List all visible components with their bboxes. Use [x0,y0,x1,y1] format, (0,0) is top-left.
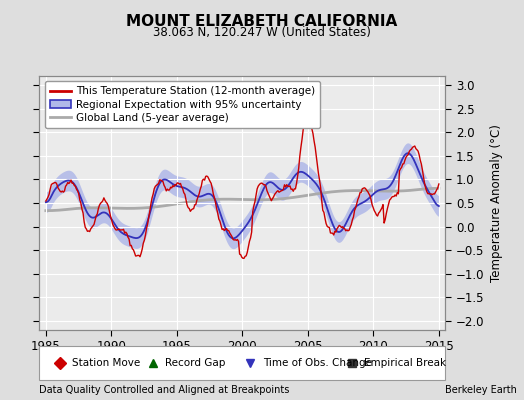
Text: MOUNT ELIZABETH CALIFORNIA: MOUNT ELIZABETH CALIFORNIA [126,14,398,29]
Text: Record Gap: Record Gap [165,358,225,368]
Y-axis label: Temperature Anomaly (°C): Temperature Anomaly (°C) [490,124,503,282]
Text: 38.063 N, 120.247 W (United States): 38.063 N, 120.247 W (United States) [153,26,371,39]
Text: Station Move: Station Move [72,358,140,368]
Text: Data Quality Controlled and Aligned at Breakpoints: Data Quality Controlled and Aligned at B… [39,385,290,395]
Text: Berkeley Earth: Berkeley Earth [445,385,517,395]
Text: Empirical Break: Empirical Break [364,358,446,368]
Legend: This Temperature Station (12-month average), Regional Expectation with 95% uncer: This Temperature Station (12-month avera… [45,81,320,128]
Text: Time of Obs. Change: Time of Obs. Change [263,358,372,368]
FancyBboxPatch shape [39,346,445,380]
